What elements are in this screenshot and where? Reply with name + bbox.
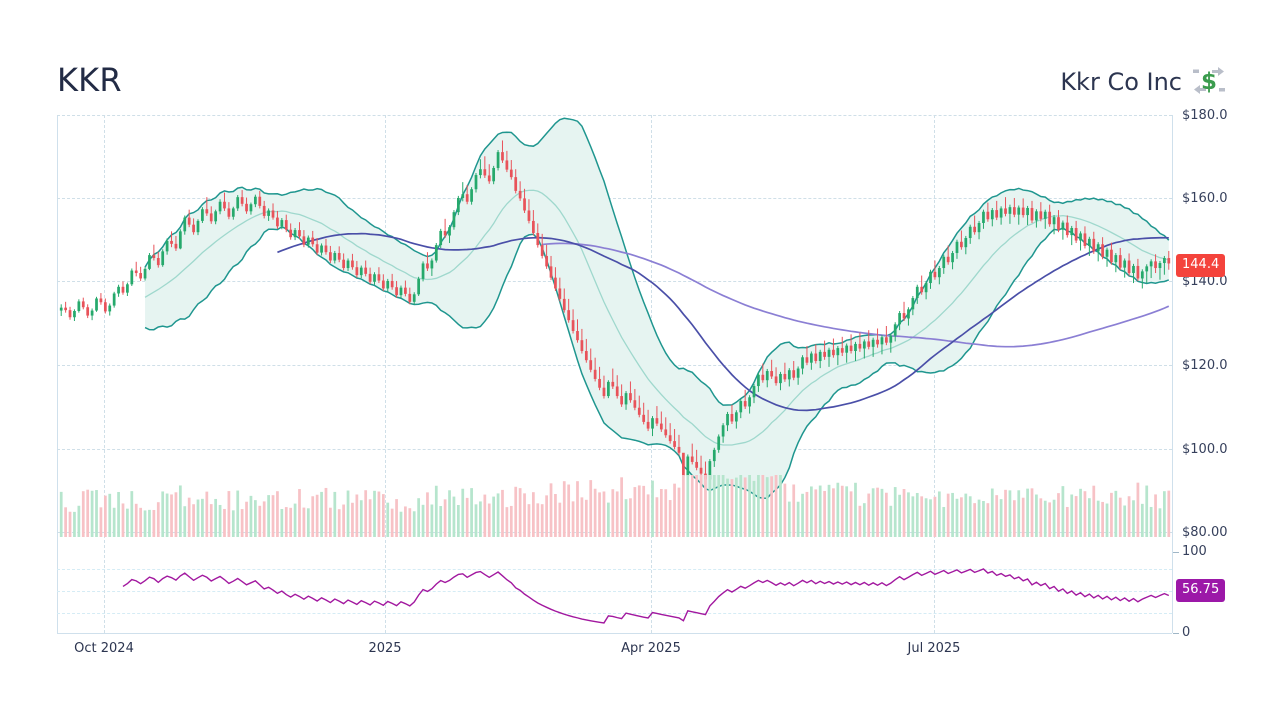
gridline-80 bbox=[57, 532, 1172, 533]
vgridline-2025 bbox=[385, 115, 386, 633]
xtick-jul-2025: Jul 2025 bbox=[907, 641, 961, 656]
rsi-gridline-70 bbox=[57, 569, 1172, 570]
svg-text:$: $ bbox=[1201, 69, 1217, 95]
dollar-exchange-icon: $ bbox=[1193, 67, 1225, 95]
rsi-tick-mark-0 bbox=[1173, 633, 1179, 634]
ticker-symbol: KKR bbox=[57, 61, 122, 99]
vgridline-jul-2025 bbox=[934, 115, 935, 633]
rsi-ytick-100: 100 bbox=[1182, 544, 1207, 559]
rsi-gridline-50 bbox=[57, 591, 1172, 592]
gridline-140 bbox=[57, 281, 1172, 282]
ytick-80: $80.00 bbox=[1182, 525, 1228, 540]
xtick-2025: 2025 bbox=[368, 641, 402, 656]
gridline-180 bbox=[57, 115, 1172, 116]
vgridline-apr-2025 bbox=[651, 115, 652, 633]
rsi-gridline-30 bbox=[57, 613, 1172, 614]
ytick-180: $180.0 bbox=[1182, 108, 1228, 123]
xtick-apr-2025: Apr 2025 bbox=[621, 641, 681, 656]
chart-header: KKR Kkr Co Inc $ bbox=[0, 0, 1280, 112]
rsi-ytick-0: 0 bbox=[1182, 625, 1191, 640]
gridline-100 bbox=[57, 449, 1172, 450]
ytick-140: $140.0 bbox=[1182, 274, 1228, 289]
price-axis-line-right bbox=[1172, 115, 1173, 633]
vgridline-oct-2024 bbox=[104, 115, 105, 633]
last-price-badge: 144.4 bbox=[1176, 254, 1226, 277]
ytick-100: $100.0 bbox=[1182, 442, 1228, 457]
last-rsi-badge: 56.75 bbox=[1176, 579, 1226, 602]
company-name: Kkr Co Inc bbox=[1060, 68, 1182, 96]
gridline-160 bbox=[57, 198, 1172, 199]
gridline-120 bbox=[57, 365, 1172, 366]
ytick-160: $160.0 bbox=[1182, 191, 1228, 206]
rsi-tick-mark-100 bbox=[1173, 552, 1179, 553]
ytick-120: $120.0 bbox=[1182, 358, 1228, 373]
price-axis-line-left bbox=[57, 115, 58, 633]
time-axis-line bbox=[57, 633, 1172, 634]
xtick-oct-2024: Oct 2024 bbox=[74, 641, 134, 656]
